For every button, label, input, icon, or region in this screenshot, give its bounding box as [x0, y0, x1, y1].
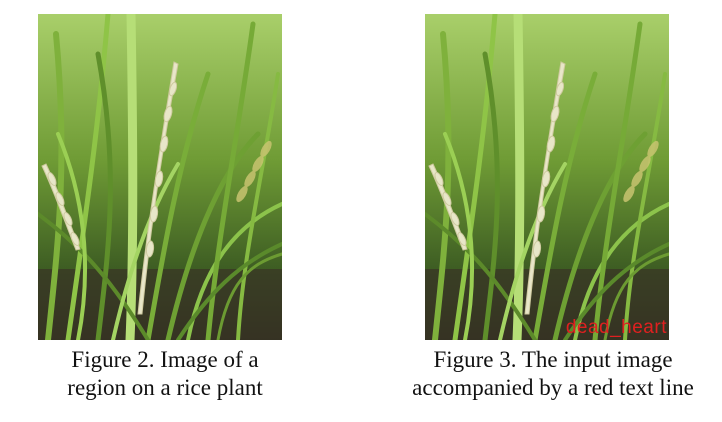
rice-plant-image [38, 14, 282, 340]
rice-plant-illustration [425, 14, 669, 340]
rice-plant-image-labeled: dead_heart [425, 14, 669, 340]
figure-caption: Figure 3. The input image accompanied by… [396, 346, 710, 402]
rice-plant-illustration [38, 14, 282, 340]
caption-line-2: region on a rice plant [67, 375, 263, 400]
figure-caption: Figure 2. Image of a region on a rice pl… [30, 346, 300, 402]
red-text-label: dead_heart [565, 317, 667, 338]
caption-line-2: accompanied by a red text line [412, 375, 694, 400]
caption-line-1: Figure 2. Image of a [71, 347, 259, 372]
caption-line-1: Figure 3. The input image [433, 347, 673, 372]
